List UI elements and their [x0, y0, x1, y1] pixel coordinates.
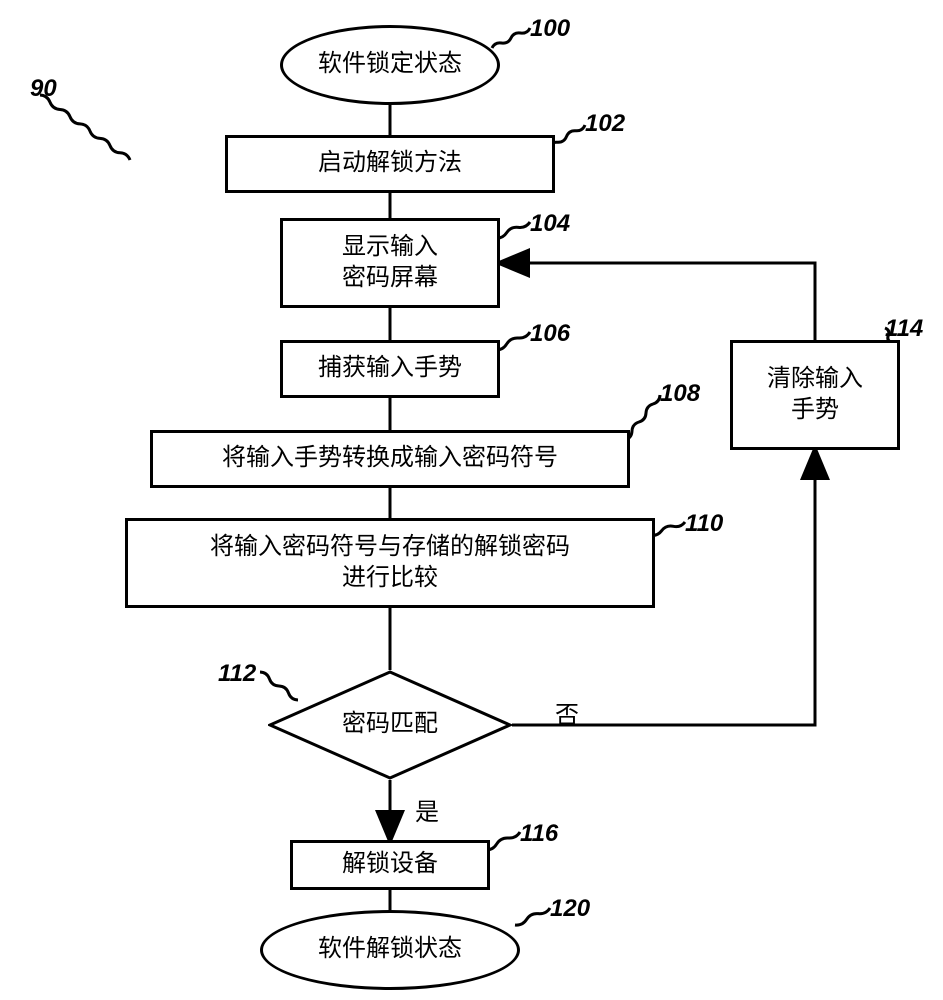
edge-label-yes: 是	[415, 792, 439, 827]
node-text: 捕获输入手势	[310, 349, 470, 388]
node-text: 启动解锁方法	[310, 144, 470, 183]
node-text: 将输入手势转换成输入密码符号	[214, 439, 566, 478]
ref-label-112: 112	[218, 660, 256, 688]
terminal-start: 软件锁定状态	[280, 25, 500, 105]
node-text: 显示输入密码屏幕	[334, 228, 446, 298]
ref-label-106: 106	[530, 320, 570, 348]
process-display-input-screen: 显示输入密码屏幕	[280, 218, 500, 308]
ref-label-104: 104	[530, 210, 570, 238]
process-unlock-device: 解锁设备	[290, 840, 490, 890]
process-compare-password: 将输入密码符号与存储的解锁密码进行比较	[125, 518, 655, 608]
ref-label-108: 108	[660, 380, 700, 408]
process-clear-gesture: 清除输入手势	[730, 340, 900, 450]
overall-ref-label: 90	[30, 75, 57, 103]
ref-label-102: 102	[585, 110, 625, 138]
node-text: 密码匹配	[334, 705, 446, 744]
node-text: 将输入密码符号与存储的解锁密码进行比较	[202, 528, 578, 598]
ref-label-114: 114	[885, 315, 923, 343]
node-text: 软件锁定状态	[310, 45, 470, 84]
flowchart-container: 90 软件锁定状态 100 启动解锁方法 102 显示输入密码屏幕 104 捕获…	[0, 0, 943, 1000]
ref-label-110: 110	[685, 510, 723, 538]
node-text: 解锁设备	[334, 845, 446, 884]
ref-label-120: 120	[550, 895, 590, 923]
edge-label-no: 否	[555, 695, 579, 730]
ref-label-100: 100	[530, 15, 570, 43]
ref-label-116: 116	[520, 820, 558, 848]
process-start-unlock: 启动解锁方法	[225, 135, 555, 193]
node-text: 清除输入手势	[759, 360, 871, 430]
process-convert-gesture: 将输入手势转换成输入密码符号	[150, 430, 630, 488]
process-capture-gesture: 捕获输入手势	[280, 340, 500, 398]
node-text: 软件解锁状态	[310, 930, 470, 969]
terminal-end: 软件解锁状态	[260, 910, 520, 990]
decision-password-match: 密码匹配	[268, 670, 512, 780]
